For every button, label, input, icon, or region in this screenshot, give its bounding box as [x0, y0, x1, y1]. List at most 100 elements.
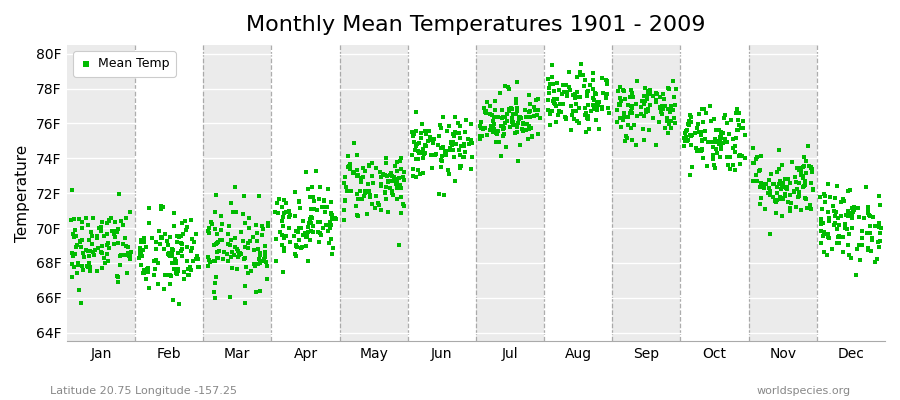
Mean Temp — [666, 106, 680, 113]
Mean Temp — [727, 142, 742, 149]
Mean Temp — [871, 239, 886, 245]
Mean Temp — [174, 240, 188, 246]
Mean Temp — [320, 222, 334, 228]
Mean Temp — [861, 245, 876, 251]
Mean Temp — [767, 181, 781, 187]
Mean Temp — [303, 237, 318, 243]
Mean Temp — [770, 210, 784, 216]
Mean Temp — [439, 148, 454, 154]
Mean Temp — [783, 208, 797, 214]
Mean Temp — [861, 204, 876, 211]
Mean Temp — [106, 231, 121, 238]
Mean Temp — [69, 242, 84, 248]
Mean Temp — [178, 218, 193, 224]
Mean Temp — [122, 250, 136, 256]
Mean Temp — [725, 145, 740, 151]
Mean Temp — [202, 224, 217, 231]
Mean Temp — [382, 172, 397, 178]
Mean Temp — [212, 236, 227, 243]
Mean Temp — [220, 240, 235, 247]
Mean Temp — [434, 145, 448, 152]
Mean Temp — [211, 231, 225, 237]
Mean Temp — [794, 172, 808, 178]
Mean Temp — [662, 106, 676, 112]
Mean Temp — [566, 108, 580, 114]
Mean Temp — [822, 234, 836, 241]
Mean Temp — [338, 180, 352, 186]
Mean Temp — [303, 228, 318, 234]
Mean Temp — [578, 112, 592, 118]
Mean Temp — [533, 115, 547, 121]
Bar — [680, 45, 749, 342]
Mean Temp — [703, 118, 717, 124]
Mean Temp — [292, 225, 306, 232]
Mean Temp — [802, 163, 816, 169]
Mean Temp — [849, 271, 863, 278]
Mean Temp — [163, 253, 177, 260]
Mean Temp — [791, 194, 806, 200]
Mean Temp — [567, 108, 581, 115]
Mean Temp — [759, 181, 773, 188]
Mean Temp — [295, 217, 310, 224]
Mean Temp — [804, 164, 818, 170]
Mean Temp — [230, 266, 244, 272]
Mean Temp — [738, 155, 752, 161]
Mean Temp — [323, 222, 338, 228]
Mean Temp — [119, 243, 133, 250]
Mean Temp — [396, 174, 410, 180]
Mean Temp — [622, 94, 636, 101]
Mean Temp — [425, 164, 439, 171]
Mean Temp — [250, 230, 265, 236]
Mean Temp — [706, 116, 721, 122]
Mean Temp — [792, 188, 806, 195]
Bar — [817, 45, 885, 342]
Mean Temp — [100, 230, 114, 237]
Mean Temp — [390, 185, 404, 192]
Mean Temp — [800, 204, 814, 211]
Mean Temp — [614, 98, 628, 104]
Mean Temp — [862, 230, 877, 237]
Mean Temp — [269, 258, 284, 264]
Bar — [203, 45, 272, 342]
Mean Temp — [861, 211, 876, 218]
Mean Temp — [695, 106, 709, 113]
Mean Temp — [560, 89, 574, 96]
Mean Temp — [868, 223, 882, 229]
Mean Temp — [524, 124, 538, 131]
Mean Temp — [595, 106, 609, 112]
Mean Temp — [494, 152, 508, 159]
Mean Temp — [835, 249, 850, 256]
Mean Temp — [299, 242, 313, 249]
Mean Temp — [464, 121, 478, 128]
Mean Temp — [620, 135, 634, 141]
Mean Temp — [509, 128, 524, 135]
Mean Temp — [229, 209, 243, 216]
Mean Temp — [153, 234, 167, 241]
Mean Temp — [772, 178, 787, 184]
Mean Temp — [166, 223, 181, 230]
Mean Temp — [563, 102, 578, 109]
Mean Temp — [513, 113, 527, 120]
Mean Temp — [708, 165, 723, 171]
Mean Temp — [100, 220, 114, 226]
Legend: Mean Temp: Mean Temp — [73, 51, 176, 77]
Mean Temp — [682, 172, 697, 178]
Mean Temp — [579, 110, 593, 116]
Mean Temp — [414, 130, 428, 136]
Mean Temp — [780, 184, 795, 190]
Mean Temp — [371, 200, 385, 206]
Mean Temp — [814, 240, 828, 246]
Mean Temp — [414, 135, 428, 141]
Mean Temp — [353, 188, 367, 194]
Mean Temp — [390, 178, 404, 184]
Mean Temp — [378, 190, 392, 197]
Mean Temp — [846, 208, 860, 214]
Bar — [544, 45, 612, 342]
Mean Temp — [713, 136, 727, 143]
Mean Temp — [775, 194, 789, 201]
Mean Temp — [492, 139, 507, 146]
Mean Temp — [247, 260, 261, 267]
Mean Temp — [357, 188, 372, 195]
Mean Temp — [523, 108, 537, 114]
Mean Temp — [365, 180, 380, 186]
